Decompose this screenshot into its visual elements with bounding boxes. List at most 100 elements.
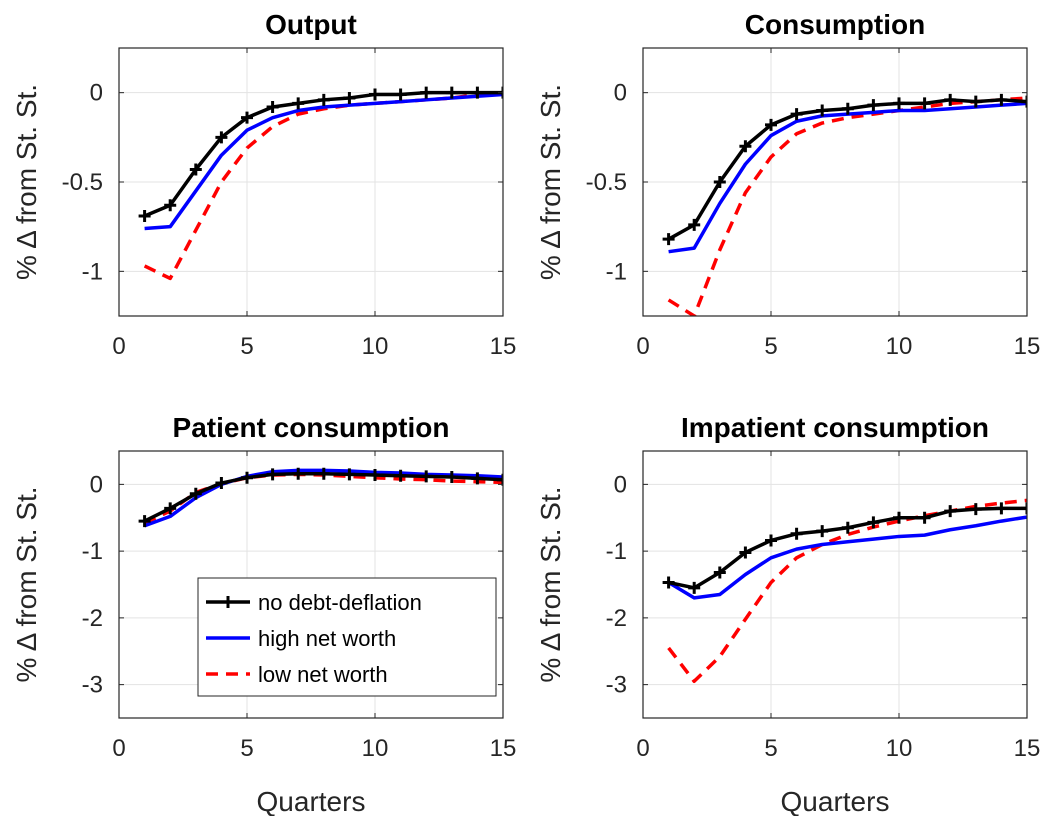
data-point-marker	[266, 100, 279, 113]
series-line-no-debt-deflation	[143, 90, 503, 218]
data-point-marker	[995, 93, 1008, 106]
x-tick-label: 0	[112, 735, 125, 762]
x-tick-label: 5	[764, 735, 777, 762]
data-point-marker	[292, 97, 305, 110]
data-point-marker	[841, 521, 854, 534]
y-tick-label: -2	[606, 605, 627, 632]
x-tick-label: 0	[112, 333, 125, 360]
series-line-low-net-worth	[667, 96, 1027, 316]
data-point-marker	[394, 469, 407, 482]
data-point-marker	[893, 97, 905, 110]
series-line-no-debt-deflation	[668, 506, 1027, 590]
x-tick-label: 15	[490, 735, 517, 762]
x-axis-label: Quarters	[257, 786, 366, 816]
axes-box	[642, 450, 1028, 719]
data-point-marker	[471, 86, 484, 99]
data-point-marker	[189, 163, 202, 176]
x-tick-label: 5	[240, 333, 253, 360]
data-point-marker	[995, 502, 1008, 515]
data-point-marker	[765, 534, 777, 547]
data-point-marker	[317, 467, 330, 480]
data-point-marker	[688, 581, 701, 594]
data-point-marker	[816, 525, 829, 538]
x-tick-label: 0	[636, 333, 649, 360]
y-tick-label: 0	[90, 471, 103, 498]
legend-label: no debt-deflation	[258, 590, 422, 615]
data-point-marker	[343, 468, 356, 481]
y-axis-label: % Δ from St. St.	[11, 84, 42, 280]
data-point-marker	[471, 472, 484, 485]
data-point-marker	[138, 515, 151, 528]
data-point-marker	[215, 131, 228, 144]
data-point-marker	[867, 99, 880, 112]
data-point-marker	[497, 473, 503, 486]
chart-panel-3: 0 5 10 15 -3 -2 -1 0 Patient consumption % Δ from…	[11, 412, 516, 816]
data-point-marker	[1021, 502, 1027, 515]
data-point-marker	[944, 93, 957, 106]
data-point-marker	[215, 477, 228, 490]
data-point-marker	[969, 503, 982, 516]
chart-title: Output	[265, 9, 357, 40]
y-tick-label: -0.5	[586, 169, 627, 196]
chart-title: Patient consumption	[173, 412, 450, 443]
data-point-marker	[343, 92, 356, 105]
data-point-marker	[369, 469, 381, 482]
x-tick-label: 5	[240, 735, 253, 762]
data-point-marker	[266, 468, 279, 481]
series-layer	[662, 498, 1027, 684]
x-tick-label: 10	[362, 735, 389, 762]
data-point-marker	[816, 104, 829, 117]
chart-title: Impatient consumption	[681, 412, 989, 443]
data-point-marker	[713, 176, 726, 188]
data-point-marker	[918, 97, 931, 110]
x-tick-label: 10	[362, 333, 389, 360]
data-point-marker	[713, 566, 726, 579]
data-point-marker	[739, 140, 752, 153]
data-point-marker	[739, 546, 752, 559]
data-point-marker	[164, 502, 177, 515]
data-point-marker	[445, 86, 458, 99]
data-point-marker	[138, 209, 151, 222]
chart-panel-1: 0 5 10 15 -1 -0.5 0 Output % Δ from St. St.	[11, 9, 516, 360]
y-tick-label: -1	[82, 538, 103, 565]
x-axis-label: Quarters	[781, 786, 890, 816]
data-point-marker	[394, 88, 407, 101]
y-tick-label: 0	[614, 471, 627, 498]
data-point-marker	[420, 86, 433, 99]
legend-label: high net worth	[258, 626, 396, 651]
data-point-marker	[317, 93, 330, 106]
series-layer	[662, 93, 1027, 316]
y-tick-label: -1	[82, 258, 103, 285]
data-point-marker	[867, 516, 880, 529]
data-point-marker	[918, 511, 931, 524]
series-layer	[138, 86, 503, 281]
series-line-no-debt-deflation	[667, 98, 1027, 241]
data-point-marker	[369, 88, 381, 101]
data-point-marker	[688, 218, 701, 231]
x-tick-label: 10	[886, 333, 913, 360]
data-point-marker	[189, 487, 202, 500]
data-point-marker	[241, 471, 253, 484]
data-point-marker	[893, 511, 905, 524]
y-tick-label: -3	[82, 672, 103, 699]
data-point-marker	[944, 505, 957, 518]
chart-title: Consumption	[745, 9, 925, 40]
series-line-high-net-worth	[144, 92, 503, 231]
axes-box	[118, 450, 504, 719]
data-point-marker	[241, 111, 253, 124]
data-point-marker	[765, 118, 777, 131]
data-point-marker	[969, 95, 982, 108]
series-line-high-net-worth	[667, 515, 1027, 600]
data-point-marker	[662, 233, 675, 246]
y-axis-label: % Δ from St. St.	[535, 486, 566, 682]
y-tick-label: 0	[90, 80, 103, 107]
y-tick-label: -0.5	[62, 169, 103, 196]
data-point-marker	[445, 471, 458, 484]
legend: no debt-deflation high net worth low net w…	[197, 577, 497, 697]
y-tick-label: 0	[614, 80, 627, 107]
series-line-low-net-worth	[143, 472, 503, 525]
data-point-marker	[790, 108, 803, 121]
y-tick-label: -3	[606, 672, 627, 699]
legend-marker	[222, 596, 234, 608]
